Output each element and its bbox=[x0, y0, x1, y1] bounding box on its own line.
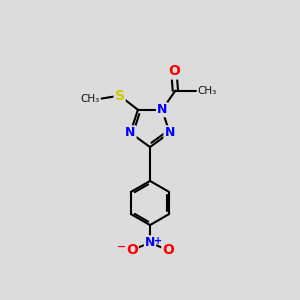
Text: O: O bbox=[162, 243, 174, 257]
Text: +: + bbox=[154, 236, 162, 246]
Text: N: N bbox=[164, 126, 175, 139]
Text: S: S bbox=[115, 88, 124, 103]
Text: O: O bbox=[126, 243, 138, 257]
Text: −: − bbox=[117, 242, 126, 252]
Text: N: N bbox=[157, 103, 167, 116]
Text: N: N bbox=[125, 126, 136, 139]
Text: N: N bbox=[145, 236, 155, 249]
Text: CH₃: CH₃ bbox=[197, 85, 217, 96]
Text: O: O bbox=[168, 64, 180, 79]
Text: CH₃: CH₃ bbox=[81, 94, 100, 103]
